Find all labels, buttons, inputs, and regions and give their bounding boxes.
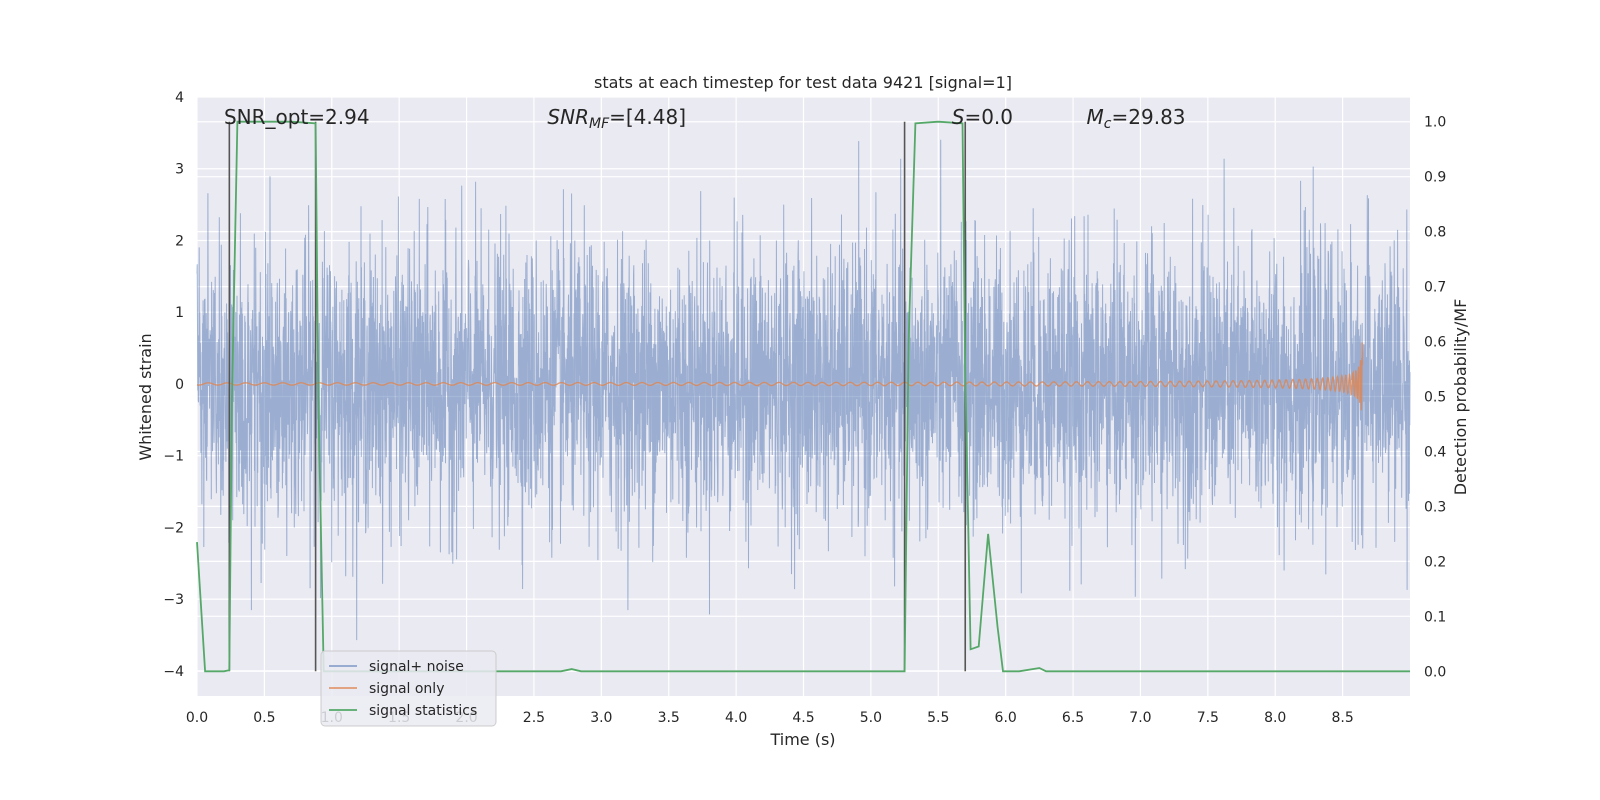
x-tick-label: 8.0	[1264, 710, 1286, 726]
y-left-tick-label: 1	[175, 305, 184, 321]
y-right-tick-label: 0.0	[1424, 664, 1446, 680]
y-right-tick-label: 0.5	[1424, 390, 1446, 406]
y-left-tick-label: −4	[163, 664, 184, 680]
y-right-tick-label: 0.2	[1424, 554, 1446, 570]
chart-title: stats at each timestep for test data 942…	[594, 73, 1012, 92]
y-right-tick-label: 0.8	[1424, 225, 1446, 241]
x-tick-label: 4.0	[725, 710, 747, 726]
x-tick-label: 7.5	[1197, 710, 1219, 726]
annotation: SNR_opt=2.94	[224, 105, 370, 129]
y-left-tick-label: 0	[175, 377, 184, 393]
y-right-tick-label: 0.6	[1424, 335, 1446, 351]
y-left-tick-label: −3	[163, 592, 184, 608]
signal-line	[196, 342, 1364, 411]
x-tick-label: 5.5	[927, 710, 949, 726]
x-tick-label: 2.5	[523, 710, 545, 726]
y-left-tick-label: 2	[175, 233, 184, 249]
y-right-tick-label: 0.1	[1424, 609, 1446, 625]
legend-box	[320, 650, 497, 727]
noise-series	[196, 139, 1411, 641]
y-right-tick-label: 0.3	[1424, 499, 1446, 515]
y-right-tick-label: 0.7	[1424, 280, 1446, 296]
legend-label: signal+ noise	[369, 659, 464, 675]
y-left-tick-label: 4	[175, 90, 184, 106]
y-right-tick-label: 0.9	[1424, 170, 1446, 186]
stats-series	[196, 120, 1410, 673]
annotation: Mc=29.83	[1087, 105, 1186, 132]
noise-line	[196, 139, 1411, 641]
y-left-tick-label: 3	[175, 162, 184, 178]
y-right-tick-label: 1.0	[1424, 115, 1446, 131]
x-tick-label: 7.0	[1129, 710, 1151, 726]
y-right-tick-label: 0.4	[1424, 444, 1446, 460]
x-tick-label: 0.0	[186, 710, 208, 726]
x-tick-label: 5.0	[860, 710, 882, 726]
x-tick-label: 3.0	[590, 710, 612, 726]
signal-series	[196, 342, 1364, 411]
stats-line	[196, 120, 1410, 673]
tick-labels: 0.00.51.01.52.02.53.03.54.04.55.05.56.06…	[163, 90, 1446, 726]
legend-label: signal statistics	[369, 703, 477, 719]
x-tick-label: 0.5	[253, 710, 275, 726]
x-tick-label: 3.5	[658, 710, 680, 726]
legend-label: signal only	[369, 681, 444, 697]
legend: signal+ noise signal only signal statistic…	[320, 650, 497, 727]
y-axis-label-right: Detection probability/MF	[1451, 299, 1470, 496]
x-tick-label: 6.5	[1062, 710, 1084, 726]
x-tick-label: 8.5	[1331, 710, 1353, 726]
y-left-tick-label: −2	[163, 520, 184, 536]
annotation: S=0.0	[952, 105, 1013, 129]
y-axis-label-left: Whitened strain	[136, 333, 155, 460]
y-left-tick-label: −1	[163, 449, 184, 465]
annotations: SNR_opt=2.94 SNRMF=[4.48] S=0.0 Mc=29.83	[224, 105, 1186, 132]
x-tick-label: 4.5	[792, 710, 814, 726]
annotation: SNRMF=[4.48]	[547, 105, 686, 132]
x-axis-label: Time (s)	[769, 730, 835, 749]
x-tick-label: 6.0	[995, 710, 1017, 726]
